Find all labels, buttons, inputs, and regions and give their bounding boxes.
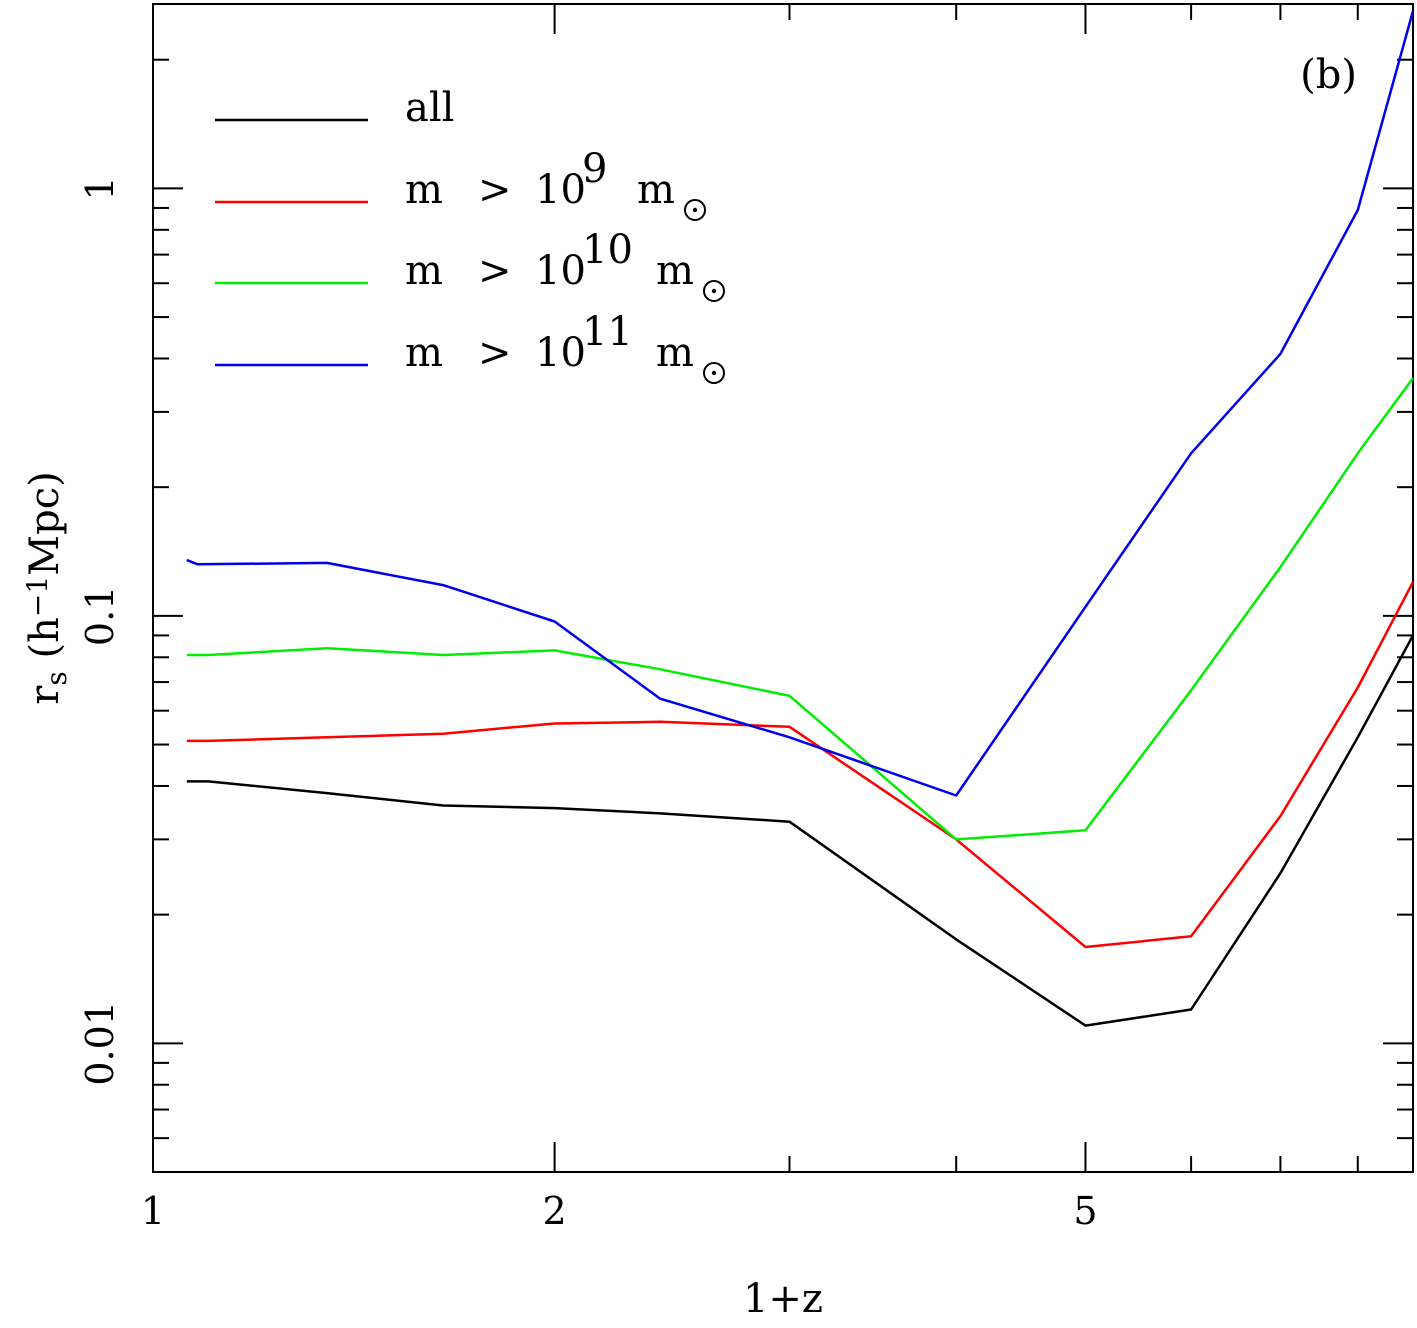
legend-label-m-sun: m: [656, 330, 694, 376]
legend-label-exponent: 10: [582, 227, 633, 273]
legend-label-m: m: [405, 248, 443, 294]
legend-label-base: 10: [535, 167, 586, 213]
y-axis-title: rs (h−1Mpc): [21, 471, 74, 704]
x-tick-label: 2: [542, 1189, 566, 1233]
y-axis-title-part: s: [40, 671, 73, 685]
series-line-2: [186, 581, 1415, 949]
series-layer: [186, 10, 1415, 1027]
sun-symbol-icon: [703, 280, 725, 302]
y-axis-title-part: −1: [21, 576, 54, 617]
legend-label: all: [405, 85, 454, 131]
y-axis-title-part: (h: [22, 617, 68, 671]
series-line-1: [186, 634, 1415, 1027]
y-axis-title-part: Mpc): [22, 471, 68, 576]
legend-label-gt: >: [478, 167, 512, 213]
legend-label-gt: >: [478, 248, 512, 294]
panel-label: (b): [1300, 52, 1357, 98]
x-axis-title: 1+z: [743, 1276, 823, 1322]
legend-label-base: 10: [535, 330, 586, 376]
legend-label-base: 10: [535, 248, 586, 294]
plot-frame: [152, 3, 1414, 1173]
y-tick-label: 0.1: [78, 586, 122, 646]
legend-label-m-sun: m: [637, 167, 675, 213]
legend-label-gt: >: [478, 330, 512, 376]
sun-symbol-dot: [711, 288, 717, 294]
legend-label-exponent: 9: [582, 146, 607, 192]
legend-label-m: m: [405, 167, 443, 213]
axes-layer: 1 2 5 0.01 0.1 1: [78, 3, 1414, 1233]
sun-symbol-dot: [692, 207, 698, 213]
y-axis-title-part: r: [22, 685, 68, 705]
y-tick-label: 1: [78, 176, 122, 200]
sun-symbol-icon: [684, 199, 706, 221]
y-tick-label: 0.01: [78, 1001, 122, 1086]
series-line-4: [186, 10, 1415, 797]
x-tick-label: 1: [141, 1189, 165, 1233]
legend-label-exponent: 11: [582, 309, 633, 355]
x-tick-label: 5: [1073, 1189, 1097, 1233]
legend-label-m: m: [405, 330, 443, 376]
legend-label-m-sun: m: [656, 248, 694, 294]
series-line-3: [186, 377, 1415, 841]
sun-symbol-dot: [711, 370, 717, 376]
sun-symbol-icon: [703, 362, 725, 384]
